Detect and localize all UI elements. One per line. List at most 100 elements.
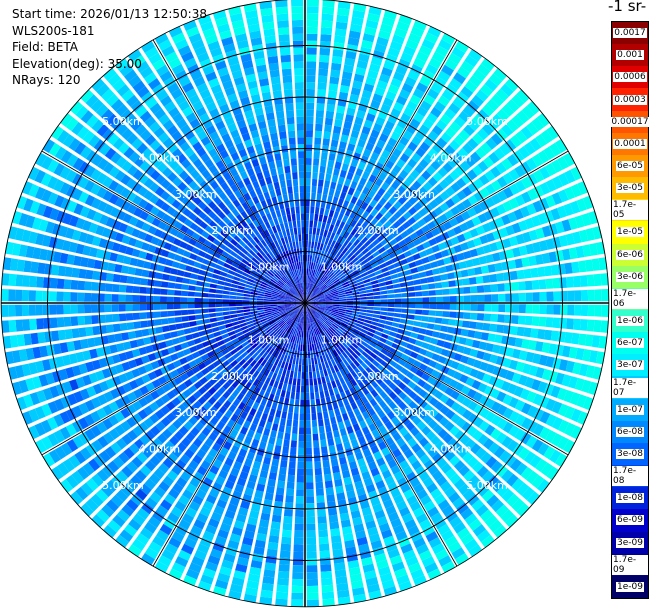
ray-cell [269, 280, 276, 286]
ray-cell [403, 106, 415, 117]
ray-cell [123, 69, 138, 82]
ray-cell [283, 439, 290, 448]
ray-cell [188, 562, 202, 574]
ray-cell [521, 105, 535, 120]
ray-cell [574, 304, 582, 316]
ray-cell [121, 465, 134, 478]
ray-cell [309, 323, 312, 330]
ray-cell [321, 236, 326, 244]
ray-cell [121, 89, 135, 102]
ray-cell [429, 296, 437, 303]
ray-cell [548, 251, 558, 263]
ray-cell [312, 433, 319, 441]
ray-cell [295, 357, 299, 365]
ray-cell [77, 315, 86, 326]
ray-cell [309, 213, 314, 221]
ray-cell [405, 556, 419, 567]
ray-cell [288, 467, 296, 476]
ray-cell [370, 445, 380, 454]
ray-cell [274, 247, 280, 255]
ray-cell [351, 330, 359, 337]
ray-cell [149, 139, 161, 151]
ray-cell [170, 88, 183, 100]
ray-cell [82, 462, 95, 476]
ray-cell [372, 93, 383, 103]
ray-cell [248, 325, 256, 331]
ray-cell [564, 262, 573, 274]
ray-cell [459, 222, 469, 232]
ray-cell [386, 316, 394, 322]
ray-cell [345, 149, 354, 159]
ray-cell [168, 106, 180, 118]
ray-cell [289, 327, 294, 335]
ray-cell [375, 356, 383, 364]
ray-cell [291, 328, 295, 336]
ray-cell [122, 255, 132, 265]
ray-cell [460, 60, 474, 73]
ray-cell [272, 290, 280, 295]
ray-cell [512, 247, 521, 258]
ray-cell [391, 368, 400, 377]
ray-cell [339, 512, 350, 521]
ray-cell [350, 362, 357, 370]
ray-cell [308, 275, 311, 283]
ray-cell [170, 369, 179, 379]
ray-cell [227, 356, 235, 364]
ray-cell [374, 43, 387, 53]
ray-cell [150, 425, 161, 437]
ray-cell [391, 416, 400, 426]
ray-cell [380, 307, 388, 312]
ray-cell [401, 512, 414, 524]
ray-cell [97, 435, 109, 448]
ray-cell [380, 250, 389, 258]
ray-cell [49, 317, 58, 329]
ray-cell [360, 300, 368, 303]
ray-cell [194, 549, 207, 561]
ray-cell [476, 313, 485, 321]
ray-cell [365, 316, 373, 321]
ray-cell [238, 319, 246, 324]
ray-cell [264, 361, 271, 369]
ray-cell [284, 274, 290, 281]
ray-cell [290, 440, 297, 448]
ray-cell [211, 442, 222, 452]
ray-cell [229, 299, 236, 303]
ray-cell [204, 158, 214, 169]
ray-cell [439, 149, 451, 161]
ray-cell [450, 401, 461, 412]
ray-cell [292, 426, 298, 434]
ray-cell [38, 374, 49, 387]
ray-cell [154, 486, 166, 498]
ray-cell [259, 340, 266, 347]
ray-cell [332, 349, 339, 357]
ray-cell [200, 244, 209, 253]
ray-cell [47, 176, 59, 190]
ray-cell [171, 188, 182, 198]
ray-cell [398, 205, 408, 215]
ray-cell [449, 311, 457, 318]
ray-cell [177, 181, 188, 192]
ray-cell [413, 202, 423, 211]
ray-cell [34, 186, 46, 200]
ray-cell [244, 458, 253, 467]
ray-cell [105, 314, 113, 323]
ray-cell [235, 243, 244, 251]
ray-cell [243, 244, 251, 252]
ray-cell [208, 210, 217, 220]
ray-cell [305, 365, 309, 373]
ray-cell [514, 165, 526, 178]
ray-cell [167, 289, 175, 296]
ray-cell [115, 58, 129, 72]
ray-cell [495, 432, 507, 444]
ray-cell [333, 364, 340, 373]
ray-cell [395, 421, 405, 431]
ray-cell [348, 460, 358, 470]
ray-cell [467, 182, 479, 193]
ray-cell [380, 294, 388, 299]
ray-cell [491, 499, 504, 513]
ray-cell [246, 183, 254, 192]
ray-cell [528, 365, 539, 377]
ray-cell [236, 417, 245, 426]
ray-cell [376, 457, 386, 467]
ray-cell [249, 359, 257, 368]
